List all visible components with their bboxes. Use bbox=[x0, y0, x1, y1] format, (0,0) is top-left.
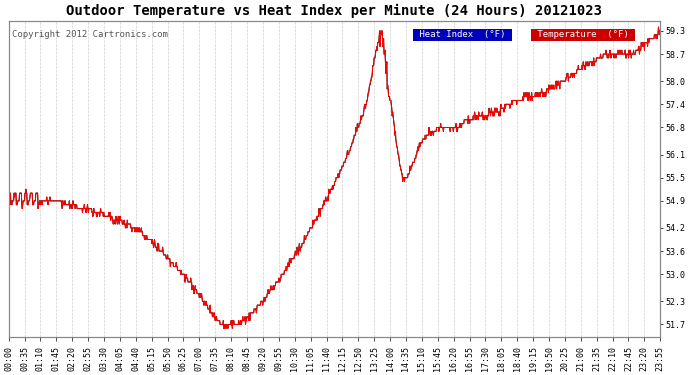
Text: Heat Index  (°F): Heat Index (°F) bbox=[414, 30, 511, 39]
Text: Temperature  (°F): Temperature (°F) bbox=[532, 30, 634, 39]
Text: Copyright 2012 Cartronics.com: Copyright 2012 Cartronics.com bbox=[12, 30, 168, 39]
Title: Outdoor Temperature vs Heat Index per Minute (24 Hours) 20121023: Outdoor Temperature vs Heat Index per Mi… bbox=[66, 4, 602, 18]
